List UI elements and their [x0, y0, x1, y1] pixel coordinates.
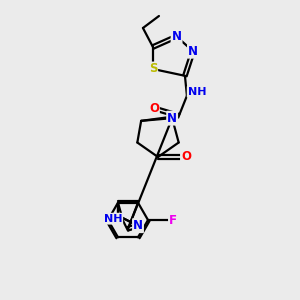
Text: N: N	[133, 219, 143, 232]
Text: NH: NH	[104, 214, 122, 224]
Text: N: N	[167, 112, 177, 124]
Text: S: S	[149, 62, 157, 76]
Text: F: F	[169, 214, 177, 226]
Text: N: N	[188, 45, 198, 58]
Text: NH: NH	[188, 87, 206, 97]
Text: O: O	[181, 151, 191, 164]
Text: O: O	[149, 102, 159, 115]
Text: N: N	[172, 30, 182, 43]
